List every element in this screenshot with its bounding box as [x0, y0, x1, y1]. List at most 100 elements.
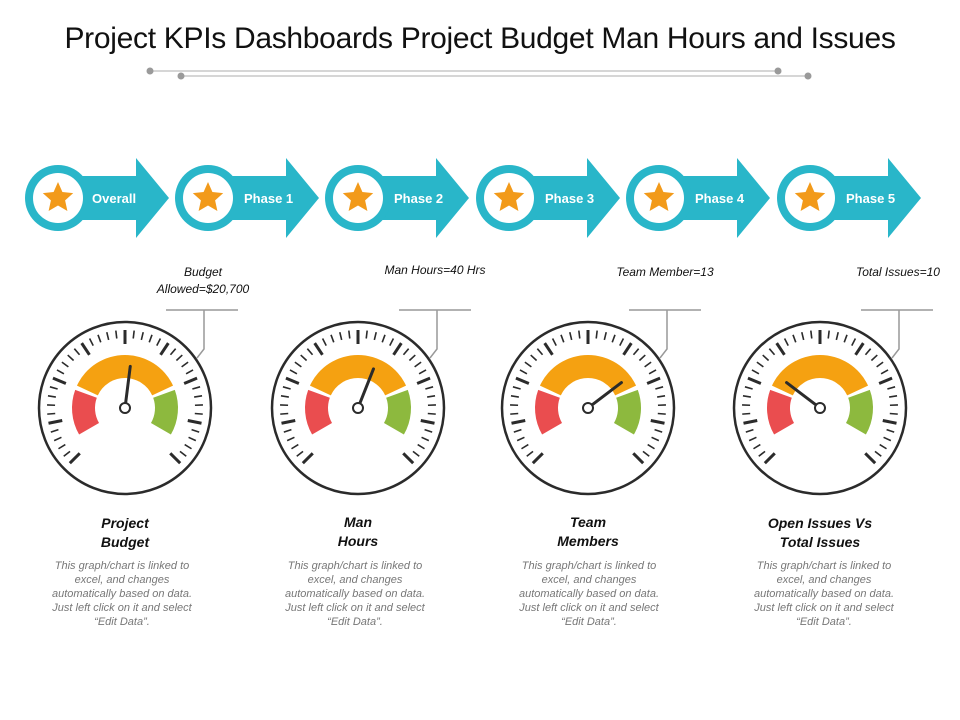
gauge-minor-tick: [417, 443, 425, 450]
phase-label: Phase 4: [695, 191, 745, 206]
gauge-major-tick: [52, 376, 67, 385]
gauge-minor-tick: [792, 334, 797, 343]
star-icon: [643, 182, 675, 211]
gauge-project-budget: [37, 320, 213, 496]
gauge-minor-tick: [49, 386, 58, 390]
gauge-minor-tick: [321, 338, 327, 346]
gauge-title-man-hours: Man Hours: [273, 513, 443, 551]
gauge-minor-tick: [330, 334, 335, 343]
arrow-shape: [175, 158, 319, 238]
gauge-zone-red: [305, 389, 333, 435]
gauge-needle: [358, 367, 375, 405]
gauge-minor-tick: [418, 369, 427, 375]
gauge-major-tick: [543, 342, 554, 356]
gauge-minor-tick: [67, 354, 75, 362]
gauge-team-members: [500, 320, 676, 496]
gauge-minor-tick: [73, 348, 81, 356]
gauge-minor-tick: [762, 354, 770, 362]
gauge-minor-tick: [654, 428, 663, 433]
gauge-minor-tick: [280, 395, 289, 398]
gauge-minor-tick: [132, 330, 135, 339]
gauge-minor-tick: [412, 450, 420, 457]
gauge-minor-tick: [874, 450, 882, 457]
gauge-minor-tick: [521, 443, 529, 450]
gauge-major-tick: [285, 376, 300, 385]
gauge-major-tick: [743, 419, 758, 425]
star-icon: [493, 182, 525, 211]
gauge-open-issues: [732, 320, 908, 496]
gauge-needle: [785, 381, 818, 407]
gauge-description: This graph/chart is linked to excel, and…: [753, 560, 895, 628]
gauge-major-tick: [747, 376, 762, 385]
gauge-zone-orange: [309, 355, 407, 396]
gauge-minor-tick: [578, 330, 581, 339]
gauge-zone-orange: [76, 355, 174, 396]
gauge-minor-tick: [876, 361, 884, 368]
gauge-major-tick: [281, 419, 296, 425]
gauge-minor-tick: [286, 436, 295, 442]
gauge-major-tick: [515, 376, 530, 385]
gauge-minor-tick: [827, 330, 830, 339]
gauge-minor-tick: [194, 395, 203, 398]
gauge-minor-tick: [169, 348, 177, 356]
gauge-minor-tick: [47, 395, 56, 398]
gauge-zone-red: [767, 389, 795, 435]
gauge-minor-tick: [191, 428, 200, 433]
gauge-minor-tick: [748, 436, 757, 442]
gauge-major-tick: [775, 342, 786, 356]
gauge-minor-tick: [192, 386, 201, 390]
gauge-minor-tick: [50, 428, 59, 433]
gauge-minor-tick: [569, 331, 573, 341]
gauge-minor-tick: [408, 354, 416, 362]
gauge-description: This graph/chart is linked to excel, and…: [284, 560, 426, 628]
gauge-minor-tick: [389, 338, 395, 346]
gauge-title-text: Project Budget: [100, 515, 150, 550]
gauge-zone-red: [72, 389, 100, 435]
gauge-hub: [814, 402, 826, 414]
gauge-minor-tick: [140, 331, 144, 341]
gauge-major-tick: [169, 452, 182, 465]
gauge-minor-tick: [619, 338, 625, 346]
gauge-title-issues: Open Issues Vs Total Issues: [735, 514, 905, 552]
gauge-minor-tick: [648, 369, 657, 375]
gauge-minor-tick: [756, 361, 764, 368]
gauge-minor-tick: [115, 330, 118, 339]
phase-arrow-overall: Overall: [24, 156, 172, 240]
gauge-minor-tick: [381, 334, 386, 343]
phase-arrow-4: Phase 4: [625, 156, 773, 240]
gauge-minor-tick: [638, 354, 646, 362]
gauge-man-hours: [270, 320, 446, 496]
gauge-zone-green: [150, 389, 178, 435]
gauge-major-tick: [511, 419, 526, 425]
gauge-major-tick: [854, 342, 865, 356]
gauge-minor-tick: [642, 450, 650, 457]
gauge-major-tick: [878, 376, 893, 385]
gauge-major-tick: [183, 376, 198, 385]
gauge-minor-tick: [657, 395, 666, 398]
phase-label: Phase 1: [244, 191, 294, 206]
gauge-minor-tick: [184, 443, 192, 450]
gauge-minor-tick: [280, 412, 289, 415]
gauge-minor-tick: [530, 354, 538, 362]
gauge-minor-tick: [651, 436, 660, 442]
gauge-minor-tick: [870, 354, 878, 362]
gauge-minor-tick: [291, 443, 299, 450]
gauge-minor-tick: [179, 450, 187, 457]
gauge-zone-red: [535, 389, 563, 435]
gauge-minor-tick: [188, 436, 197, 442]
arrow-shape: [25, 158, 169, 238]
gauge-minor-tick: [296, 450, 304, 457]
gauge-hub: [352, 402, 364, 414]
gauge-minor-tick: [58, 443, 66, 450]
gauge-minor-tick: [156, 338, 162, 346]
gauge-minor-tick: [365, 330, 368, 339]
arrow-shape: [777, 158, 921, 238]
gauge-major-tick: [392, 342, 403, 356]
gauge-major-tick: [420, 419, 435, 425]
arrow-shape: [325, 158, 469, 238]
gauge-minor-tick: [97, 334, 102, 343]
phase-label: Phase 5: [846, 191, 896, 206]
gauge-minor-tick: [753, 443, 761, 450]
phase-label: Phase 3: [545, 191, 595, 206]
